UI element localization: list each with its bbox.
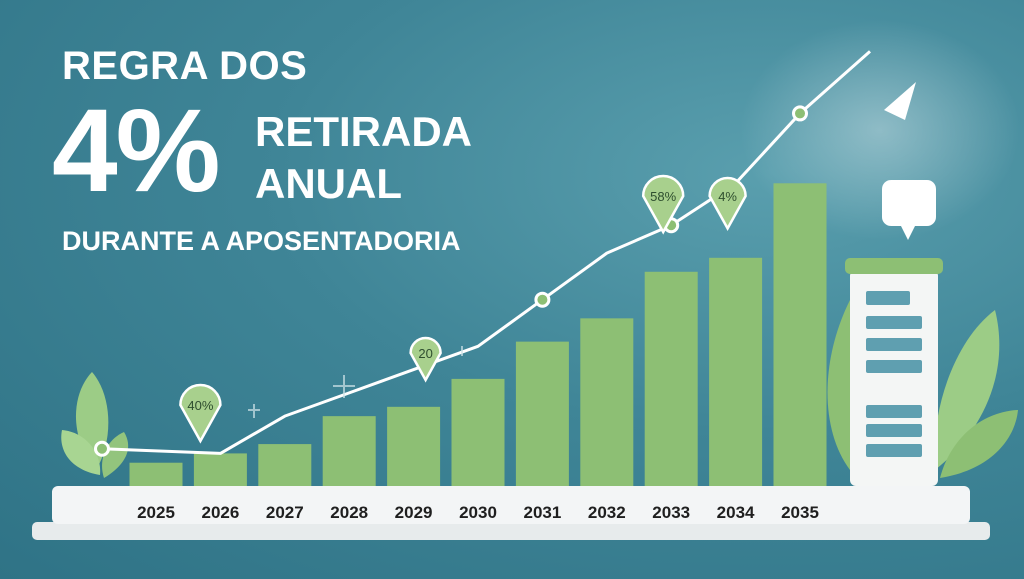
x-axis-labels: 2025 2026 2027 2028 2029 2030 2031 2032 2033 2034… bbox=[137, 503, 819, 522]
annotation-text-2026: 40% bbox=[187, 398, 213, 413]
annotation-text-2034: 4% bbox=[718, 189, 737, 204]
x-tick-label-2030: 2030 bbox=[459, 503, 497, 522]
trend-point-2025 bbox=[94, 440, 110, 457]
title-line-1: REGRA DOS bbox=[62, 44, 308, 88]
bar-2034 bbox=[709, 257, 763, 488]
trend-point-2035 bbox=[792, 105, 808, 122]
bar-2029 bbox=[387, 406, 441, 488]
bar-2035 bbox=[773, 183, 827, 489]
annotation-bubble-2029: 20 bbox=[409, 336, 442, 383]
speech-bubble-icon bbox=[882, 180, 936, 240]
x-tick-label-2035: 2035 bbox=[781, 503, 819, 522]
x-tick-label-2032: 2032 bbox=[588, 503, 626, 522]
annotation-bubble-2033: 58% bbox=[641, 174, 685, 235]
left-leaves-icon bbox=[61, 372, 129, 478]
bar-2030 bbox=[451, 378, 505, 488]
title-side-1: RETIRADA bbox=[255, 108, 472, 155]
sparkle-icons bbox=[248, 346, 463, 418]
annotations-group: 40% 20 58% 4% bbox=[179, 174, 747, 444]
trend-point-2031 bbox=[534, 291, 551, 308]
x-tick-label-2028: 2028 bbox=[330, 503, 368, 522]
x-tick-label-2026: 2026 bbox=[201, 503, 239, 522]
trend-line bbox=[101, 50, 871, 455]
bar-2032 bbox=[580, 318, 634, 488]
annotation-text-2029: 20 bbox=[418, 346, 432, 361]
bar-2031 bbox=[515, 341, 569, 488]
x-tick-label-2034: 2034 bbox=[717, 503, 755, 522]
bar-2025 bbox=[129, 462, 183, 488]
title-subtitle: DURANTE A APOSENTADORIA bbox=[62, 226, 461, 256]
annotation-text-2033: 58% bbox=[650, 189, 676, 204]
annotation-bubble-2034: 4% bbox=[708, 176, 747, 231]
bar-2028 bbox=[322, 416, 376, 488]
x-tick-label-2031: 2031 bbox=[523, 503, 561, 522]
title-side-2: ANUAL bbox=[255, 160, 402, 207]
bar-2027 bbox=[258, 444, 312, 488]
x-tick-label-2029: 2029 bbox=[395, 503, 433, 522]
x-tick-label-2033: 2033 bbox=[652, 503, 690, 522]
building-icon bbox=[845, 258, 943, 486]
bar-2026 bbox=[193, 453, 247, 488]
title-big-percent: 4% bbox=[52, 85, 221, 217]
annotation-bubble-2026: 40% bbox=[179, 383, 222, 444]
x-tick-label-2025: 2025 bbox=[137, 503, 175, 522]
trend-arrow-head bbox=[884, 82, 916, 120]
x-tick-label-2027: 2027 bbox=[266, 503, 304, 522]
bars-group bbox=[129, 183, 827, 489]
bar-2033 bbox=[644, 271, 698, 488]
chart-platform bbox=[32, 486, 990, 540]
